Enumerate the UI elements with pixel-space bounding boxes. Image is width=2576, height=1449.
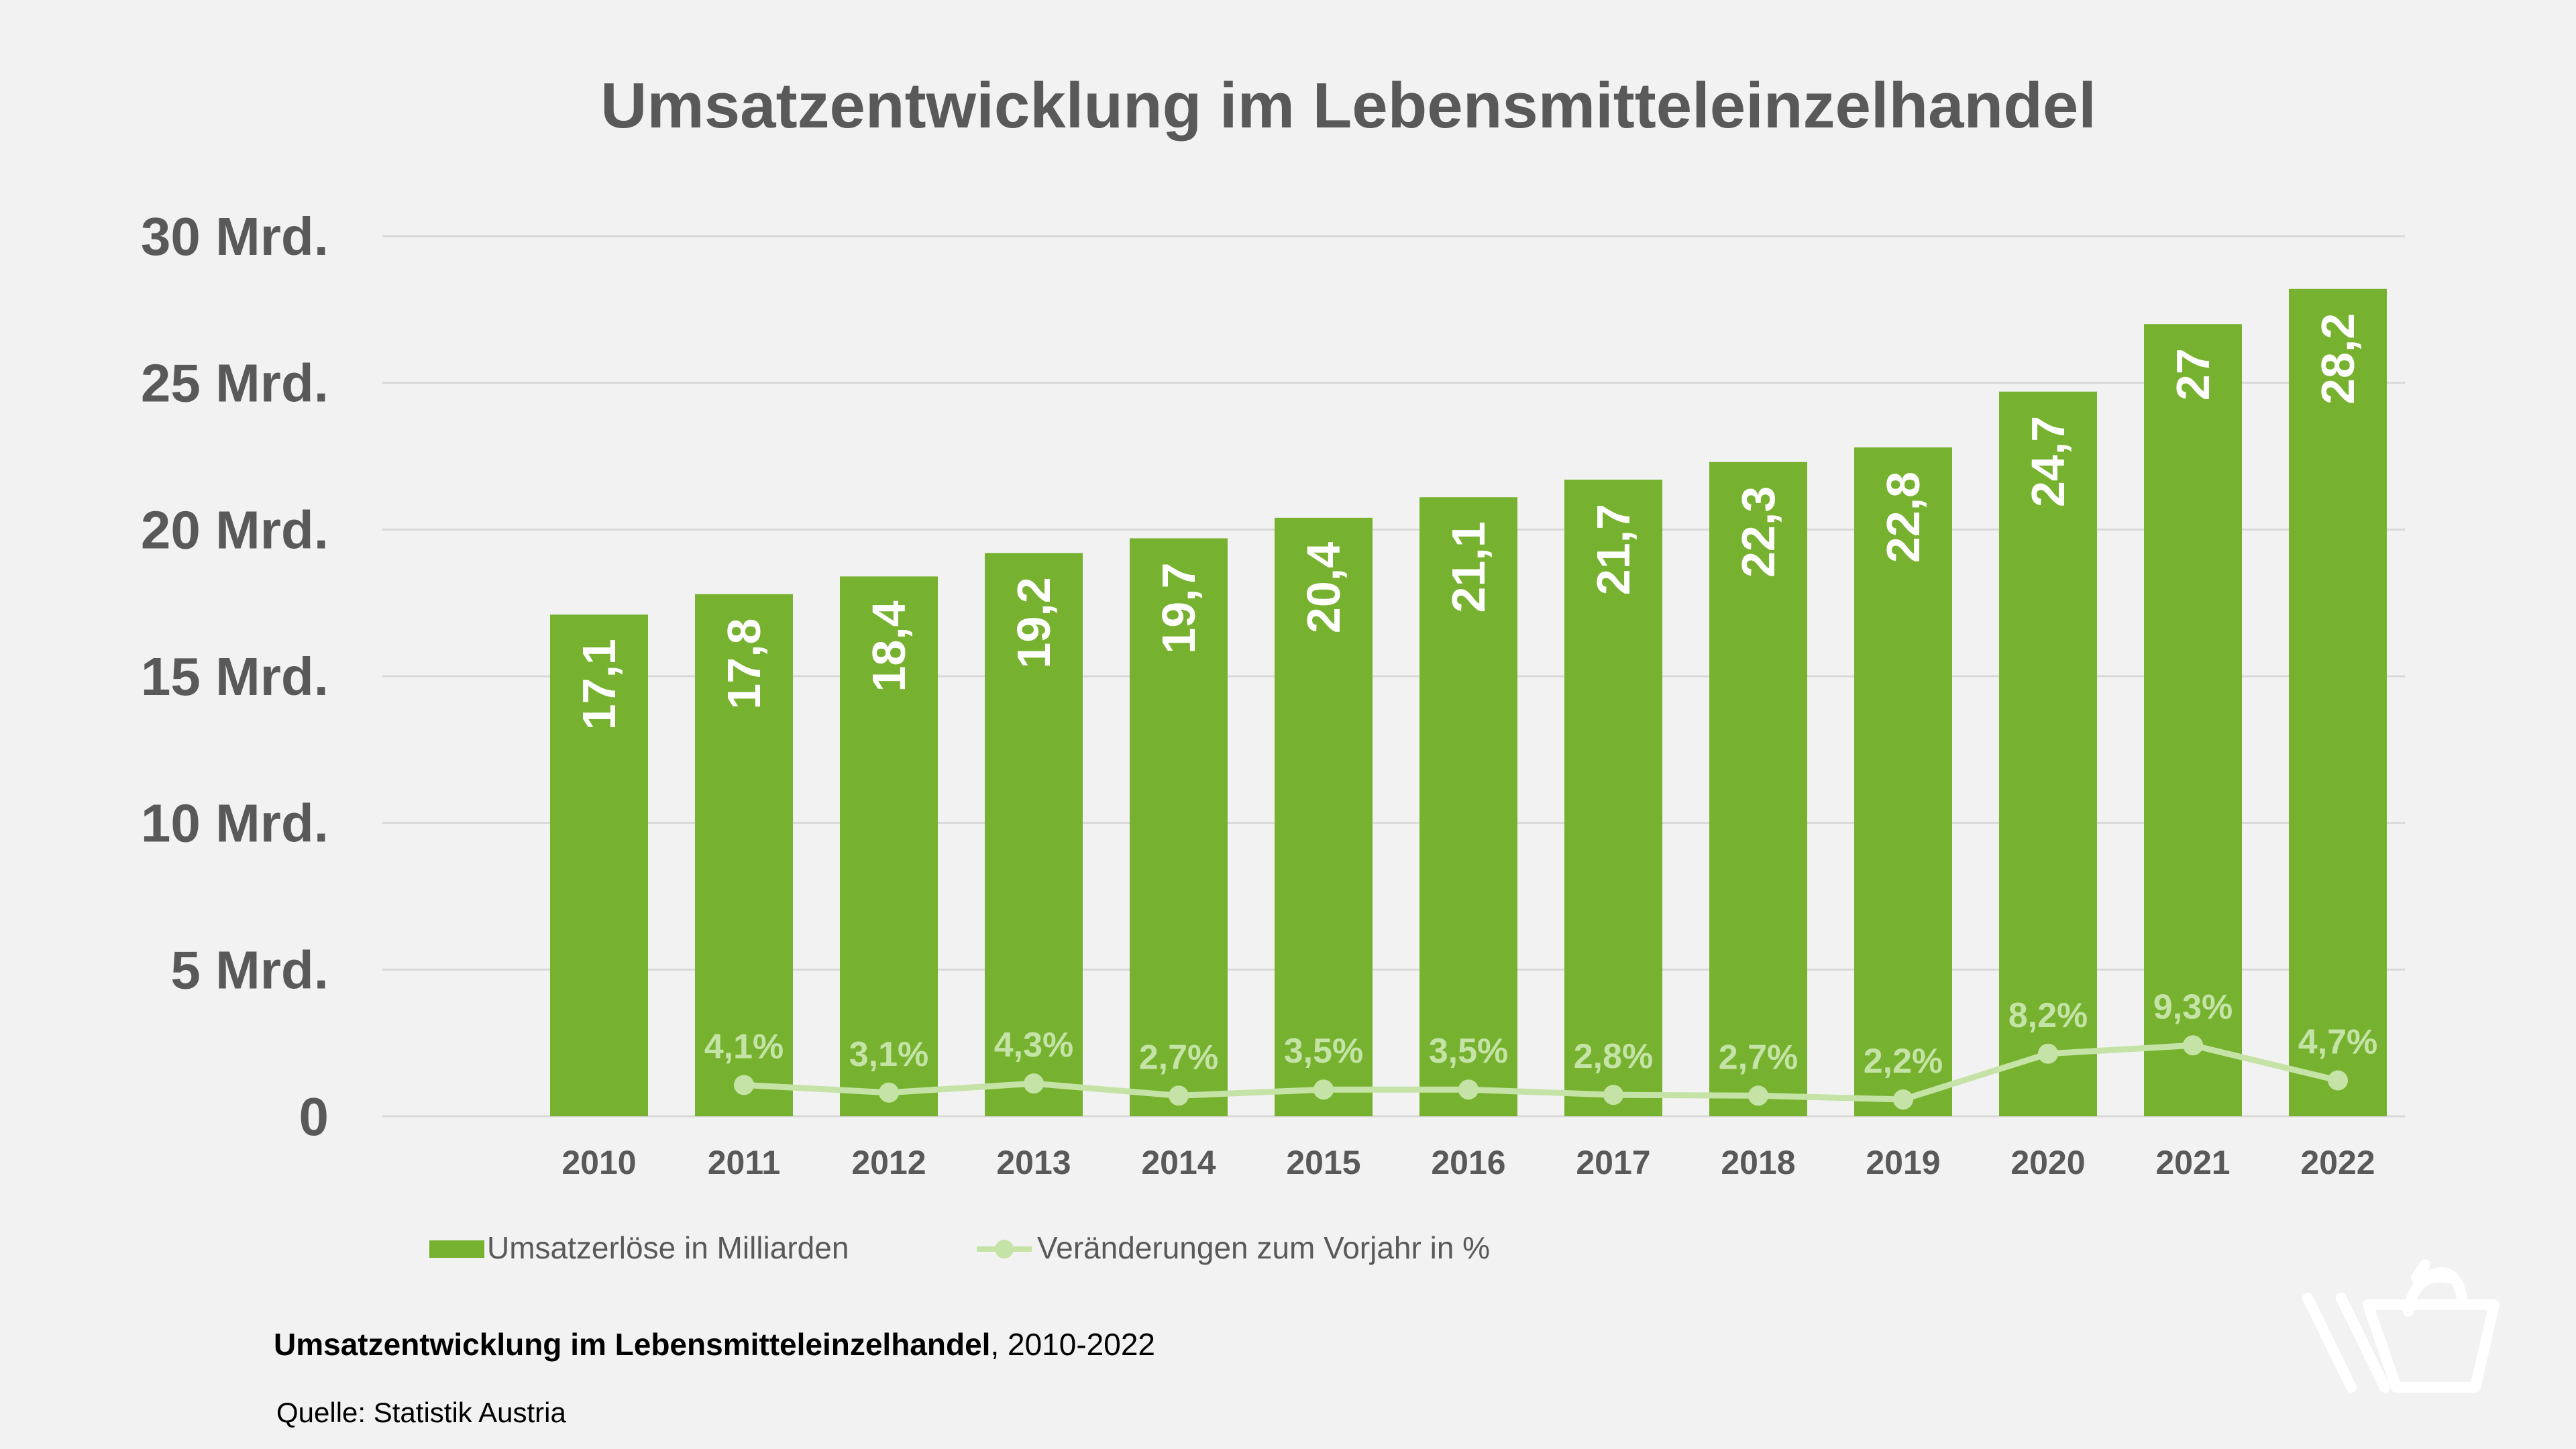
change-value-label: 4,7% xyxy=(2298,1023,2378,1062)
caption-title-rest: , 2010-2022 xyxy=(990,1327,1155,1362)
legend-bar-swatch xyxy=(429,1240,484,1258)
y-tick-label: 15 Mrd. xyxy=(141,647,329,706)
bar xyxy=(550,614,648,1116)
change-point xyxy=(2038,1043,2058,1064)
x-tick-label: 2019 xyxy=(1866,1144,1940,1181)
bar-value-label: 22,3 xyxy=(1732,486,1784,578)
change-value-label: 9,3% xyxy=(2153,987,2233,1026)
x-tick-label: 2017 xyxy=(1576,1144,1650,1181)
x-tick-label: 2014 xyxy=(1141,1144,1216,1181)
change-point xyxy=(1748,1085,1768,1106)
x-axis-ticks: 2010 2011 2012 2013 2014 2015 2016 2017 2018 2019… xyxy=(561,1144,2375,1181)
bar-value-label: 21,7 xyxy=(1587,504,1640,595)
bar-value-label: 19,2 xyxy=(1008,577,1060,668)
caption-title-bold: Umsatzentwicklung im Lebensmitteleinzelh… xyxy=(274,1327,990,1362)
bar xyxy=(2289,288,2387,1117)
x-tick-label: 2018 xyxy=(1721,1144,1795,1181)
legend-line-label: Veränderungen zum Vorjahr in % xyxy=(1037,1230,1490,1265)
x-tick-label: 2022 xyxy=(2300,1144,2375,1181)
y-tick-label: 30 Mrd. xyxy=(141,207,329,266)
bar xyxy=(1854,447,1952,1116)
caption-source: Quelle: Statistik Austria xyxy=(276,1397,566,1428)
change-value-label: 2,7% xyxy=(1139,1038,1219,1077)
grid-lines xyxy=(382,235,2405,1118)
caption: Umsatzentwicklung im Lebensmitteleinzelh… xyxy=(274,1327,1155,1428)
y-tick-label: 20 Mrd. xyxy=(141,500,329,559)
bar-value-label: 17,8 xyxy=(718,619,770,710)
bar-value-label: 21,1 xyxy=(1442,521,1495,612)
bar-value-label: 28,2 xyxy=(2312,313,2364,405)
bar xyxy=(1275,517,1373,1116)
bar-value-label: 22,8 xyxy=(1877,472,1929,563)
bar-value-label: 24,7 xyxy=(2022,416,2074,507)
bar xyxy=(1419,497,1517,1116)
bars: 17,1 17,8 18,4 19,2 19,7 20,4 21,1 21,7 22,3 22,8… xyxy=(550,288,2387,1117)
bar xyxy=(1999,391,2097,1117)
x-tick-label: 2013 xyxy=(996,1144,1071,1181)
change-point xyxy=(1169,1085,1189,1106)
bar xyxy=(840,576,938,1116)
legend-line-marker xyxy=(995,1240,1014,1258)
change-value-label: 2,8% xyxy=(1574,1037,1654,1076)
bar-value-label: 18,4 xyxy=(863,600,915,692)
x-tick-label: 2021 xyxy=(2155,1144,2230,1181)
change-value-label: 4,1% xyxy=(704,1027,784,1066)
bar-value-label: 19,7 xyxy=(1152,562,1205,653)
legend: Umsatzerlöse in Milliarden Veränderungen… xyxy=(429,1230,1490,1265)
change-value-label: 2,7% xyxy=(1719,1038,1799,1077)
change-point xyxy=(1893,1089,1913,1110)
x-tick-label: 2012 xyxy=(851,1144,926,1181)
change-point xyxy=(879,1082,899,1103)
bar xyxy=(1709,462,1807,1116)
change-point xyxy=(734,1075,754,1095)
change-point xyxy=(1024,1073,1044,1094)
change-value-label: 8,2% xyxy=(2008,996,2088,1035)
x-tick-label: 2011 xyxy=(708,1144,780,1181)
change-value-label: 3,1% xyxy=(849,1035,929,1074)
change-value-label: 4,3% xyxy=(994,1026,1074,1065)
bar-value-label: 20,4 xyxy=(1297,542,1350,633)
change-point xyxy=(1313,1079,1334,1100)
bar-value-label: 27 xyxy=(2167,348,2219,400)
x-tick-label: 2020 xyxy=(2010,1144,2085,1181)
y-axis-ticks: 0 5 Mrd. 10 Mrd. 15 Mrd. 20 Mrd. 25 Mrd. 30 Mr… xyxy=(141,207,329,1146)
change-value-label: 3,5% xyxy=(1429,1032,1509,1071)
caption-title: Umsatzentwicklung im Lebensmitteleinzelh… xyxy=(274,1327,1155,1362)
change-line: 4,1% 3,1% 4,3% 2,7% 3,5% 3,5% 2,8% 2,7% 2,2% 8,2%… xyxy=(704,987,2378,1110)
y-tick-label: 5 Mrd. xyxy=(170,940,329,1000)
y-tick-label: 25 Mrd. xyxy=(141,354,329,413)
x-tick-label: 2010 xyxy=(561,1144,636,1181)
bar xyxy=(695,594,793,1116)
shopping-basket-icon xyxy=(2302,1259,2500,1393)
legend-bar-label: Umsatzerlöse in Milliarden xyxy=(487,1230,849,1265)
bar xyxy=(2144,324,2242,1117)
y-tick-label: 10 Mrd. xyxy=(141,794,329,853)
chart-title: Umsatzentwicklung im Lebensmitteleinzelh… xyxy=(600,70,2096,142)
change-point xyxy=(2183,1035,2203,1056)
bar xyxy=(1564,479,1662,1116)
bar xyxy=(1130,538,1228,1116)
change-point xyxy=(2328,1070,2348,1091)
change-point xyxy=(1458,1079,1479,1100)
bar-value-label: 17,1 xyxy=(573,639,625,730)
change-value-label: 2,2% xyxy=(1864,1042,1943,1081)
change-value-label: 3,5% xyxy=(1284,1032,1364,1071)
change-line-path xyxy=(743,1042,2339,1103)
y-tick-label: 0 xyxy=(299,1087,329,1146)
x-tick-label: 2016 xyxy=(1431,1144,1505,1181)
change-point xyxy=(1603,1085,1623,1106)
bar xyxy=(985,553,1083,1116)
x-tick-label: 2015 xyxy=(1286,1144,1360,1181)
